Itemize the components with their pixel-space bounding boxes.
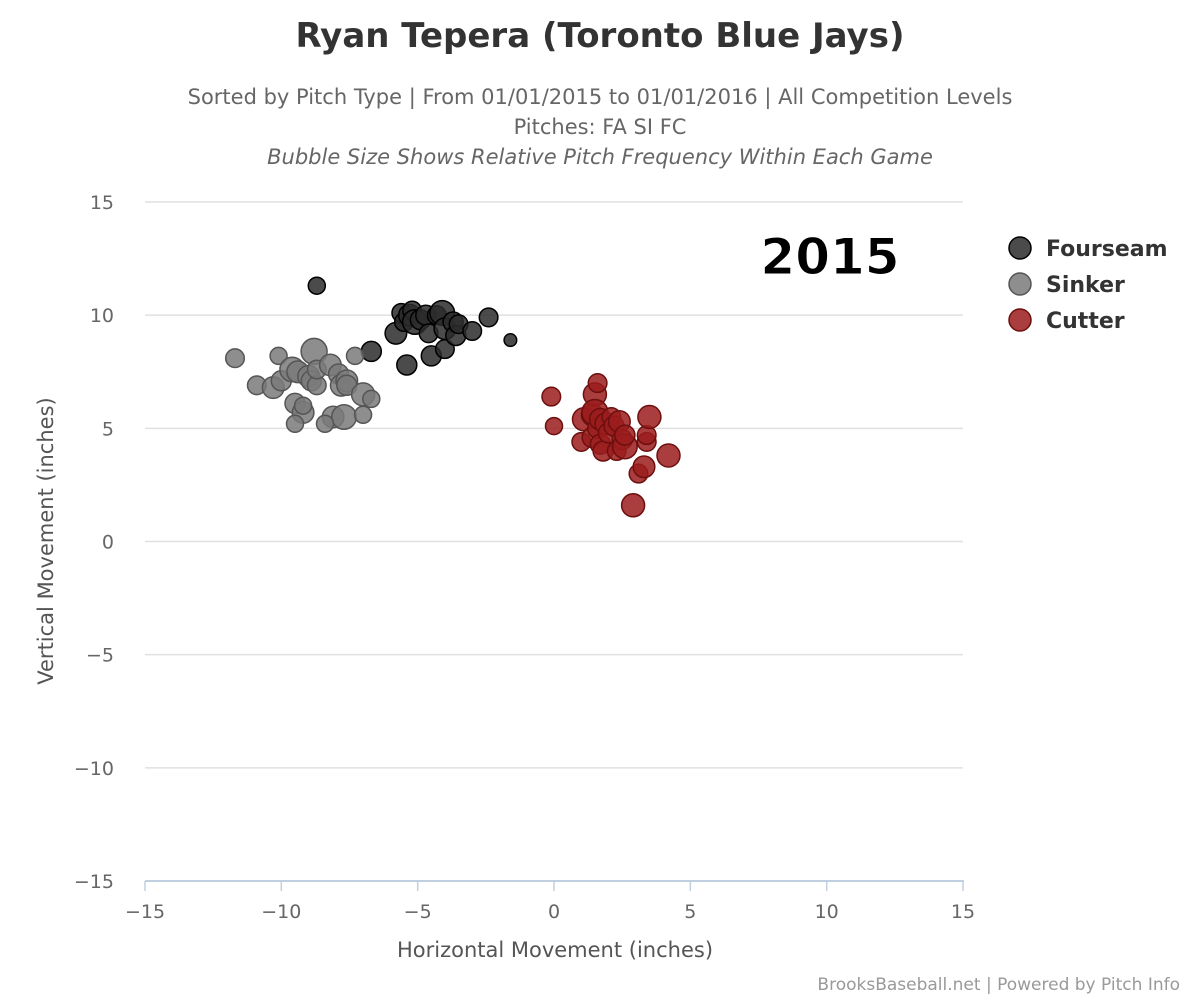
data-point-fourseam[interactable] (462, 320, 483, 342)
x-tick-label: −15 (125, 901, 165, 923)
x-tick-label: −10 (261, 901, 301, 923)
axes: −15 −10 −5 0 5 10 15 −15 −10 −5 0 5 10 15 (74, 192, 975, 923)
y-tick-label: −15 (74, 871, 114, 893)
x-tick-label: 5 (684, 901, 696, 923)
y-tick-label: 10 (90, 305, 114, 327)
x-tick-label: 15 (951, 901, 975, 923)
data-point-fourseam[interactable] (478, 307, 499, 328)
x-tick-label: 0 (548, 901, 560, 923)
data-point-fourseam[interactable] (360, 340, 383, 363)
year-annotation: 2015 (760, 228, 899, 286)
data-point-cutter[interactable] (620, 493, 646, 518)
data-point-fourseam[interactable] (434, 339, 455, 360)
y-tick-label: 5 (102, 418, 114, 440)
legend-marker-fourseam (1008, 236, 1032, 260)
chart-subtitle-line-1: Sorted by Pitch Type | From 01/01/2015 t… (188, 85, 1013, 110)
legend-marker-cutter (1008, 308, 1032, 332)
data-point-sinker[interactable] (315, 414, 335, 434)
data-point-fourseam[interactable] (396, 354, 418, 376)
data-point-cutter[interactable] (541, 386, 562, 407)
y-axis-label: Vertical Movement (inches) (34, 397, 58, 684)
data-point-fourseam[interactable] (307, 276, 327, 295)
data-point-cutter[interactable] (632, 455, 656, 479)
data-point-sinker[interactable] (285, 414, 305, 434)
x-axis-label: Horizontal Movement (inches) (397, 938, 713, 962)
data-point-sinker[interactable] (330, 403, 358, 431)
y-tick-label: −5 (86, 645, 114, 667)
x-tick-label: 10 (815, 901, 839, 923)
legend-item-sinker[interactable]: Sinker (1008, 272, 1125, 298)
legend-item-cutter[interactable]: Cutter (1008, 308, 1125, 334)
data-point-cutter[interactable] (587, 373, 608, 394)
chart-subtitle-line-3: Bubble Size Shows Relative Pitch Frequen… (267, 145, 933, 169)
legend-label-cutter: Cutter (1046, 309, 1125, 334)
data-points (224, 276, 681, 518)
y-tick-label: 15 (90, 192, 114, 214)
legend-item-fourseam[interactable]: Fourseam (1008, 236, 1168, 262)
legend-marker-sinker (1008, 272, 1032, 296)
data-point-cutter[interactable] (614, 424, 636, 446)
grid-lines (145, 201, 963, 769)
chart-title: Ryan Tepera (Toronto Blue Jays) (296, 16, 905, 56)
data-point-sinker[interactable] (224, 348, 246, 369)
legend: Fourseam Sinker Cutter (1008, 236, 1168, 334)
legend-label-fourseam: Fourseam (1046, 237, 1168, 262)
credits-link[interactable]: BrooksBaseball.net | Powered by Pitch In… (817, 975, 1180, 995)
data-point-cutter[interactable] (656, 443, 681, 468)
data-point-fourseam[interactable] (503, 333, 518, 348)
legend-label-sinker: Sinker (1046, 273, 1125, 298)
data-point-sinker[interactable] (353, 405, 373, 425)
data-point-cutter[interactable] (637, 404, 662, 430)
data-point-sinker[interactable] (362, 389, 381, 409)
chart-subtitle-line-2: Pitches: FA SI FC (514, 115, 687, 139)
x-tick-label: −5 (404, 901, 432, 923)
y-tick-label: −10 (74, 758, 114, 780)
y-tick-label: 0 (102, 532, 114, 554)
data-point-sinker[interactable] (345, 346, 365, 366)
data-point-sinker[interactable] (293, 396, 313, 415)
data-point-sinker[interactable] (269, 346, 288, 366)
data-point-cutter[interactable] (544, 416, 564, 436)
